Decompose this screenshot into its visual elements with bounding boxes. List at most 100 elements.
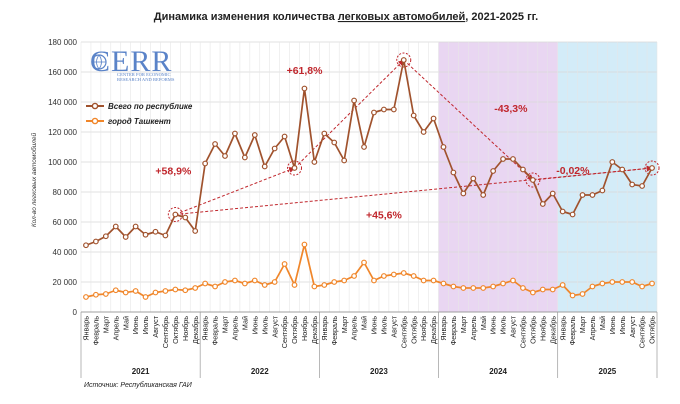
series-0-point bbox=[132, 223, 139, 230]
series-0-point bbox=[232, 130, 238, 137]
x-tick-label: Апрель bbox=[469, 316, 478, 341]
series-1-point bbox=[271, 279, 278, 285]
series-line-0 bbox=[85, 59, 653, 247]
logo-globe-meridian bbox=[92, 54, 106, 70]
series-1-point bbox=[520, 285, 526, 291]
x-tick-label: Май bbox=[240, 316, 249, 330]
series-0-point bbox=[390, 106, 397, 113]
series-1-point bbox=[361, 259, 367, 266]
series-0-point bbox=[470, 175, 477, 182]
x-tick-label: Октябрь bbox=[409, 316, 418, 344]
x-tick-label: Январь bbox=[201, 316, 210, 341]
x-tick-label: Сентябрь bbox=[399, 316, 408, 348]
x-tick-label: Март bbox=[578, 315, 587, 333]
series-1-point bbox=[212, 283, 218, 290]
series-0-point bbox=[172, 211, 179, 218]
highlight-circle bbox=[525, 172, 541, 188]
series-1-point bbox=[599, 280, 606, 287]
series-1-point bbox=[291, 282, 298, 288]
year-label: 2024 bbox=[489, 367, 507, 376]
year-label: 2021 bbox=[132, 367, 150, 376]
series-0-point bbox=[559, 208, 566, 215]
x-tick-label: Август bbox=[389, 315, 398, 337]
y-tick-label: 20 000 bbox=[53, 278, 78, 287]
series-0-point bbox=[142, 231, 149, 238]
highlight-circle bbox=[396, 52, 412, 68]
series-0-point bbox=[331, 139, 338, 146]
x-tick-label: Ноябрь bbox=[300, 316, 309, 341]
series-0-point bbox=[291, 165, 298, 171]
annotation-label: +45,6% bbox=[366, 210, 403, 222]
x-tick-label: Ноябрь bbox=[181, 316, 190, 341]
logo-name: CERR bbox=[90, 45, 172, 78]
series-1-point bbox=[440, 280, 447, 287]
series-1-point bbox=[321, 282, 328, 288]
x-tick-label: Октябрь bbox=[648, 316, 657, 344]
x-tick-label: Март bbox=[459, 315, 468, 333]
series-0-point bbox=[480, 192, 487, 198]
series-0-point bbox=[122, 234, 129, 240]
year-label: 2025 bbox=[598, 367, 616, 376]
series-0-point bbox=[182, 214, 189, 221]
series-0-point bbox=[192, 228, 199, 234]
x-axis-labels: Январь Февраль Март Апрель Май Июнь Июль Август… bbox=[82, 315, 657, 348]
x-tick-label: Декабрь bbox=[310, 316, 319, 344]
x-tick-label: Июль bbox=[499, 316, 508, 335]
x-tick-label: Ноябрь bbox=[419, 316, 428, 341]
x-tick-label: Май bbox=[121, 316, 130, 330]
y-tick-label: 40 000 bbox=[53, 248, 78, 257]
x-tick-label: Февраль bbox=[568, 316, 577, 345]
series-1-point bbox=[232, 277, 238, 284]
x-tick-label: Июль bbox=[618, 316, 627, 335]
x-tick-label: Март bbox=[221, 315, 230, 333]
series-1-point bbox=[629, 279, 636, 285]
annotation-label: -43,3% bbox=[494, 103, 528, 115]
series-0-point bbox=[261, 163, 268, 170]
series-1-point bbox=[510, 277, 516, 284]
y-tick-label: 140 000 bbox=[48, 98, 77, 107]
series-0-point bbox=[371, 109, 377, 116]
series-1-point bbox=[251, 277, 258, 284]
highlight-circle bbox=[167, 207, 183, 222]
series-1-point bbox=[470, 285, 477, 291]
series-1-point bbox=[420, 277, 427, 284]
series-1-point bbox=[589, 283, 596, 290]
series-1-point bbox=[500, 280, 506, 287]
series-0-point bbox=[311, 159, 318, 165]
series-1-point bbox=[371, 277, 377, 284]
highlight-circle bbox=[644, 160, 660, 176]
logo-subtitle-2: RESEARCH AND REFORMS bbox=[117, 77, 175, 82]
x-tick-label: Октябрь bbox=[528, 316, 537, 344]
y-axis-ticks: 0 20 000 40 000 60 000 80 000 100 000 120 000 1… bbox=[48, 38, 77, 317]
series-0-point bbox=[102, 233, 109, 240]
series-0-point bbox=[112, 223, 119, 230]
series-0-point bbox=[569, 211, 576, 218]
series-0-point bbox=[649, 165, 655, 171]
y-tick-label: 180 000 bbox=[48, 38, 77, 47]
x-tick-label: Апрель bbox=[111, 316, 120, 341]
series-1-point bbox=[539, 286, 546, 293]
series-0-point bbox=[400, 57, 407, 63]
series-0-point bbox=[430, 115, 437, 122]
x-tick-label: Февраль bbox=[91, 316, 100, 345]
series-1-point bbox=[162, 288, 169, 294]
series-0-point bbox=[639, 183, 646, 189]
series-0-point bbox=[281, 133, 288, 140]
x-tick-label: Январь bbox=[320, 316, 329, 341]
x-tick-label: Январь bbox=[558, 316, 567, 341]
x-tick-label: Апрель bbox=[350, 316, 359, 341]
series-0-point bbox=[629, 181, 636, 188]
series-1-point bbox=[152, 289, 159, 296]
annotation-label: +58,9% bbox=[155, 166, 192, 178]
x-tick-label: Сентябрь bbox=[280, 316, 289, 348]
x-tick-label: Сентябрь bbox=[519, 316, 528, 348]
x-tick-label: Июнь bbox=[250, 316, 259, 335]
series-1-point bbox=[142, 294, 149, 300]
x-tick-label: Декабрь bbox=[548, 316, 557, 344]
series-1-point bbox=[559, 282, 566, 288]
series-0-point bbox=[510, 156, 516, 162]
x-tick-label: Февраль bbox=[449, 316, 458, 345]
source-note: Источник: Республиканская ГАИ bbox=[84, 381, 193, 389]
x-tick-label: Май bbox=[360, 316, 369, 330]
